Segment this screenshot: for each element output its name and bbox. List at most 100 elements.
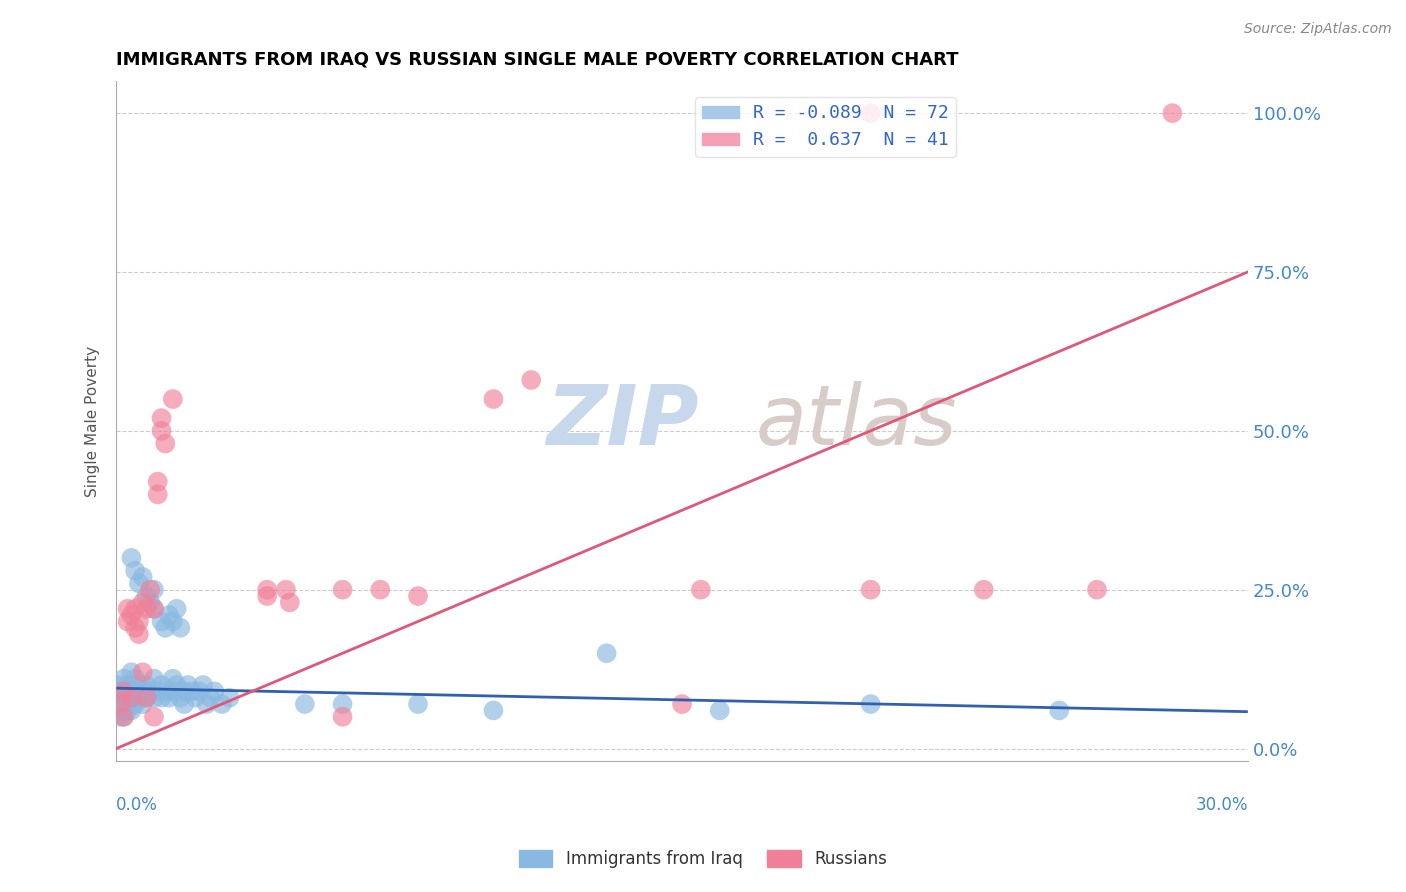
Point (143, 601, 166, 615)
Point (117, 615, 139, 629)
Point (108, 710, 131, 724)
Point (180, 684, 202, 698)
Point (191, 678, 214, 692)
Point (108, 697, 131, 711)
Point (108, 697, 131, 711)
Point (218, 690, 240, 705)
Point (112, 697, 135, 711)
Point (150, 411, 173, 425)
Point (368, 582, 391, 597)
Point (256, 589, 278, 603)
Point (112, 710, 135, 724)
Point (162, 672, 184, 686)
Point (520, 373, 543, 387)
Point (332, 582, 354, 597)
Point (135, 601, 157, 615)
Point (332, 697, 354, 711)
Point (157, 608, 180, 623)
Point (124, 564, 146, 578)
Point (124, 601, 146, 615)
Point (128, 576, 150, 591)
Point (200, 690, 222, 705)
Point (135, 690, 157, 705)
Point (150, 424, 173, 438)
Point (146, 487, 169, 501)
Point (139, 684, 162, 698)
Point (150, 678, 173, 692)
Point (150, 690, 173, 705)
Point (124, 621, 146, 635)
Point (173, 697, 195, 711)
Point (1085, 582, 1108, 597)
Point (1161, 106, 1184, 120)
Point (173, 684, 195, 698)
Point (112, 684, 135, 698)
Point (184, 690, 207, 705)
Text: atlas: atlas (755, 381, 957, 462)
Point (166, 678, 188, 692)
Legend: R = -0.089  N = 72, R =  0.637  N = 41: R = -0.089 N = 72, R = 0.637 N = 41 (695, 97, 956, 157)
Point (124, 684, 146, 698)
Point (177, 678, 200, 692)
Point (143, 690, 166, 705)
Text: IMMIGRANTS FROM IRAQ VS RUSSIAN SINGLE MALE POVERTY CORRELATION CHART: IMMIGRANTS FROM IRAQ VS RUSSIAN SINGLE M… (117, 51, 959, 69)
Point (157, 690, 180, 705)
Point (143, 710, 166, 724)
Point (135, 589, 157, 603)
Point (143, 582, 166, 597)
Point (117, 697, 139, 711)
Point (332, 710, 354, 724)
Point (155, 621, 177, 635)
Point (120, 608, 142, 623)
Point (131, 697, 153, 711)
Point (859, 582, 882, 597)
Point (112, 710, 135, 724)
Point (139, 582, 162, 597)
Point (120, 690, 142, 705)
Point (124, 697, 146, 711)
Point (155, 684, 177, 698)
Point (108, 678, 131, 692)
Point (128, 615, 150, 629)
Point (211, 697, 233, 711)
Y-axis label: Single Male Poverty: Single Male Poverty (86, 346, 100, 497)
Point (973, 582, 995, 597)
Point (108, 703, 131, 717)
Point (112, 690, 135, 705)
Point (155, 436, 177, 450)
Point (162, 392, 184, 406)
Point (108, 684, 131, 698)
Point (112, 684, 135, 698)
Point (120, 550, 142, 565)
Point (124, 672, 146, 686)
Point (256, 582, 278, 597)
Point (169, 690, 191, 705)
Point (1047, 703, 1070, 717)
Point (112, 672, 135, 686)
Point (120, 703, 142, 717)
Point (278, 595, 301, 609)
Point (709, 703, 731, 717)
Text: Source: ZipAtlas.com: Source: ZipAtlas.com (1244, 22, 1392, 37)
Point (595, 646, 617, 660)
Point (162, 684, 184, 698)
Point (859, 106, 882, 120)
Point (117, 684, 139, 698)
Point (671, 697, 693, 711)
Point (117, 703, 139, 717)
Point (120, 690, 142, 705)
Point (128, 627, 150, 641)
Point (117, 678, 139, 692)
Point (859, 697, 882, 711)
Point (128, 690, 150, 705)
Point (146, 684, 169, 698)
Point (131, 570, 153, 584)
Point (131, 665, 153, 680)
Point (690, 582, 713, 597)
Point (139, 595, 162, 609)
Text: 0.0%: 0.0% (117, 797, 157, 814)
Legend: Immigrants from Iraq, Russians: Immigrants from Iraq, Russians (512, 843, 894, 875)
Point (274, 582, 297, 597)
Point (406, 589, 429, 603)
Text: ZIP: ZIP (547, 381, 699, 462)
